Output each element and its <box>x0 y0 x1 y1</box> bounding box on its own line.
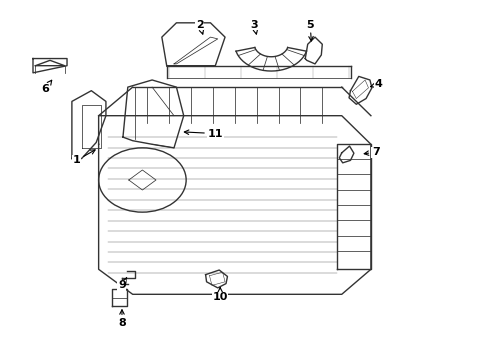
Text: 7: 7 <box>364 147 379 157</box>
Text: 4: 4 <box>370 79 381 89</box>
Text: 9: 9 <box>118 278 126 291</box>
Text: 1: 1 <box>73 150 95 165</box>
Text: 8: 8 <box>118 310 125 328</box>
Text: 11: 11 <box>184 129 223 139</box>
Text: 6: 6 <box>41 80 52 94</box>
Text: 3: 3 <box>250 19 258 34</box>
Text: 10: 10 <box>212 288 227 302</box>
Text: 5: 5 <box>305 19 313 41</box>
Text: 2: 2 <box>196 19 203 34</box>
